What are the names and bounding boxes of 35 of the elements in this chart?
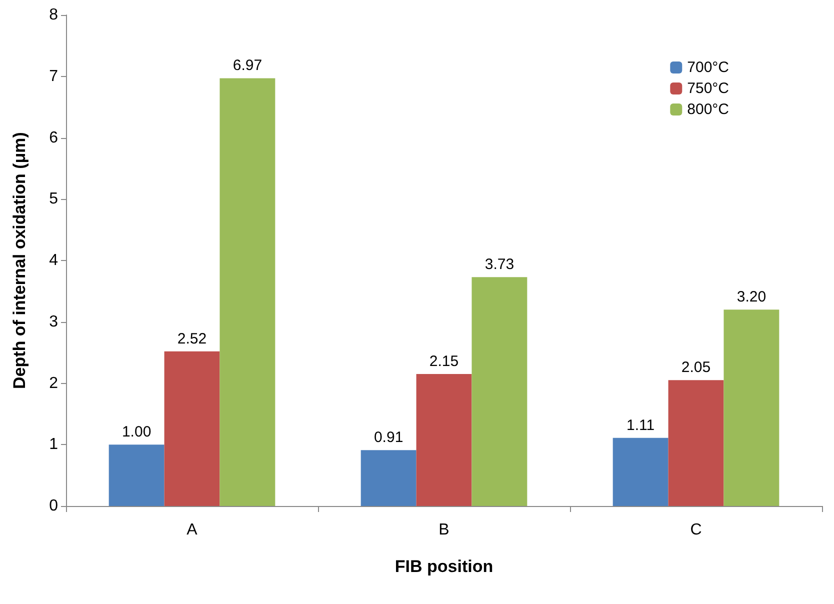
data-label: 3.73 [484, 256, 514, 274]
y-tick-label: 0 [49, 498, 58, 514]
y-tick-label: 7 [49, 68, 58, 85]
x-tick-label: A [186, 522, 198, 538]
bar [668, 380, 724, 506]
legend-label: 700°C [687, 59, 730, 76]
y-tick-label: 8 [49, 6, 58, 24]
y-tick-label: 1 [49, 436, 58, 454]
legend-label: 750°C [687, 80, 730, 97]
bar [472, 277, 528, 506]
y-tick-label: 4 [49, 252, 58, 269]
y-tick-label: 6 [49, 129, 58, 146]
y-axis-title: Depth of internal oxidation (μm) [10, 132, 29, 389]
data-label: 2.05 [681, 359, 711, 376]
data-label: 6.97 [232, 57, 262, 74]
legend-label: 800°C [687, 101, 730, 118]
data-label: 2.15 [429, 353, 459, 370]
data-label: 2.52 [177, 330, 207, 348]
data-label: 0.91 [374, 429, 404, 446]
bar [360, 450, 416, 506]
x-tick-label: B [438, 522, 450, 538]
y-tick-label: 3 [49, 313, 58, 330]
data-label: 3.20 [736, 288, 766, 306]
bar [612, 438, 668, 506]
bar [108, 444, 164, 506]
bar [416, 374, 472, 506]
x-tick-label: C [690, 522, 702, 538]
bar [220, 78, 276, 506]
x-axis-title: FIB position [394, 557, 494, 576]
bar [724, 310, 780, 506]
data-label: 1.00 [122, 424, 152, 441]
bar [164, 351, 220, 506]
y-tick-label: 2 [49, 374, 58, 392]
data-label: 1.11 [626, 416, 655, 434]
y-tick-label: 5 [49, 190, 58, 208]
